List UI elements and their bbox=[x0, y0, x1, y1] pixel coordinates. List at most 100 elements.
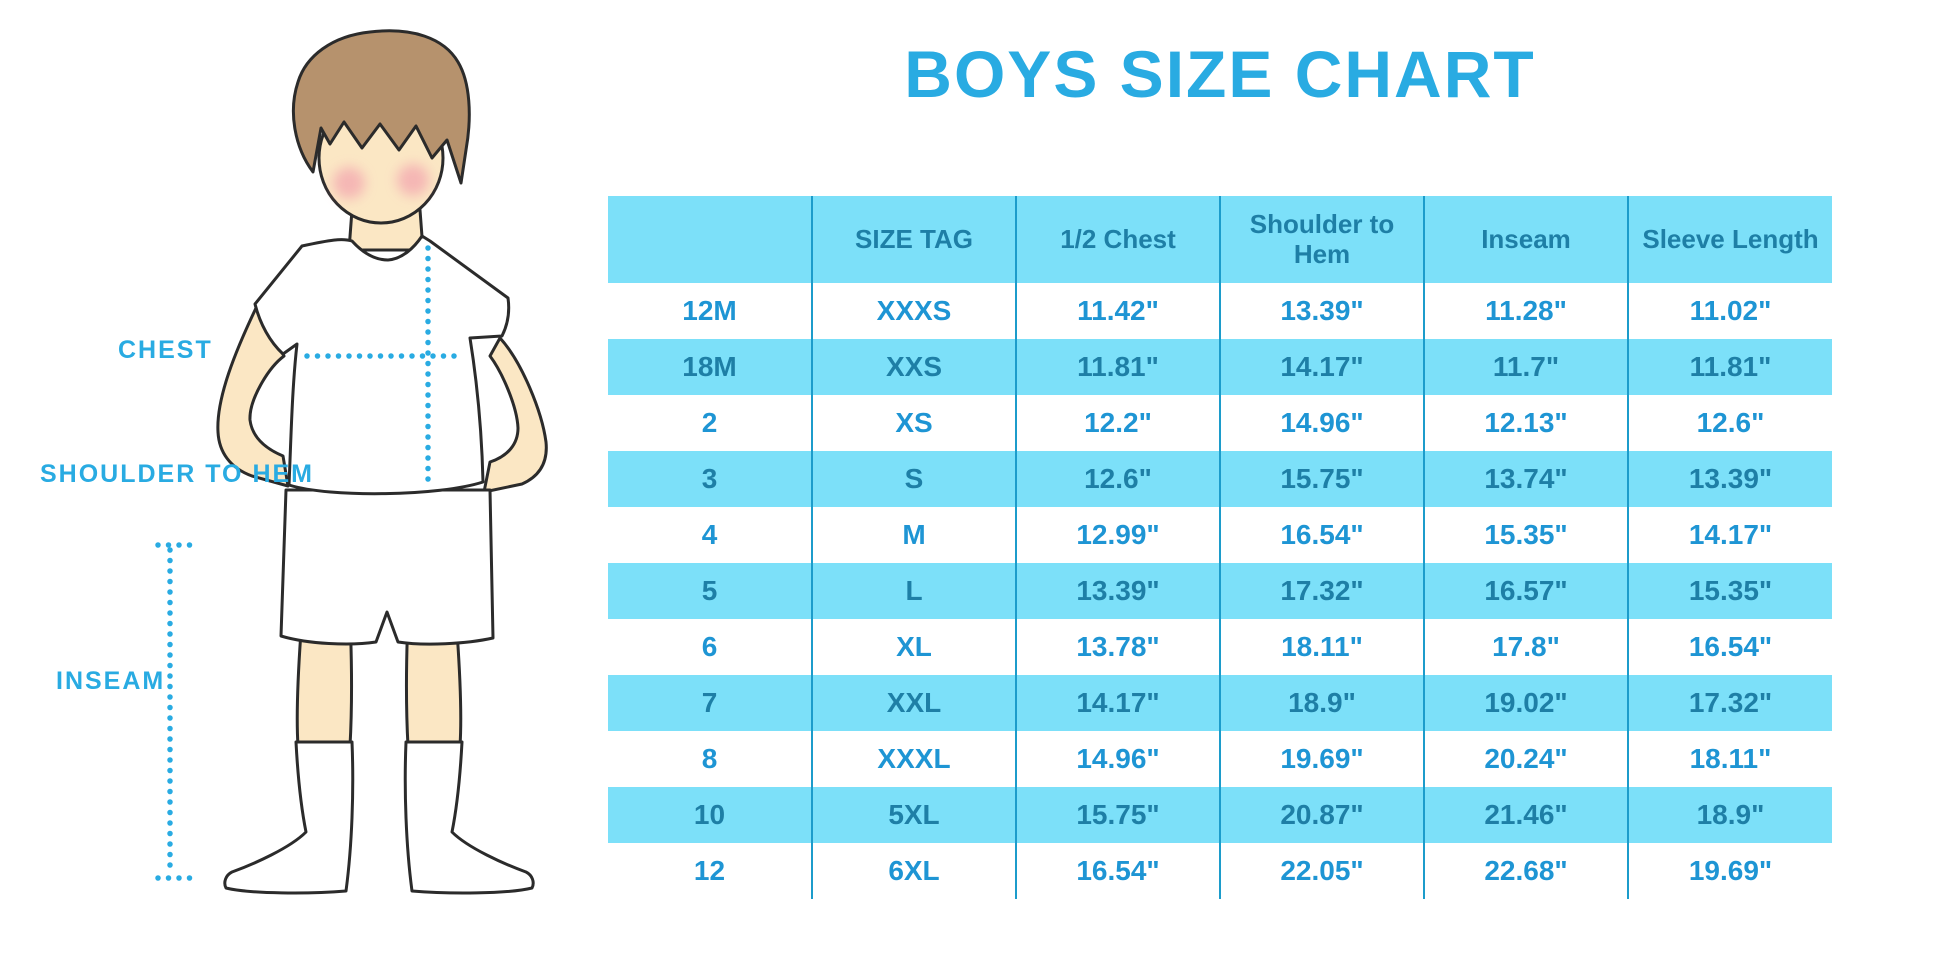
table-row: 8 XXXL 14.96" 19.69" 20.24" 18.11" bbox=[608, 731, 1832, 787]
table-cell: 17.32" bbox=[1627, 675, 1832, 731]
table-cell: 11.28" bbox=[1423, 283, 1628, 339]
table-cell: 19.69" bbox=[1627, 843, 1832, 899]
table-cell: S bbox=[811, 451, 1016, 507]
boy-illustration bbox=[155, 29, 548, 895]
table-cell: 6 bbox=[608, 619, 812, 675]
table-cell: 13.39" bbox=[1627, 451, 1832, 507]
table-cell: 12.13" bbox=[1423, 395, 1628, 451]
table-cell: 13.39" bbox=[1015, 563, 1220, 619]
table-cell: XXXL bbox=[811, 731, 1016, 787]
table-row: 6 XL 13.78" 18.11" 17.8" 16.54" bbox=[608, 619, 1832, 675]
table-row: 4 M 12.99" 16.54" 15.35" 14.17" bbox=[608, 507, 1832, 563]
table-cell: XS bbox=[811, 395, 1016, 451]
table-cell: 11.81" bbox=[1627, 339, 1832, 395]
table-cell: 12M bbox=[608, 283, 812, 339]
hair-shape bbox=[291, 29, 471, 185]
table-cell: 5 bbox=[608, 563, 812, 619]
table-cell: 14.17" bbox=[1627, 507, 1832, 563]
table-cell: 15.35" bbox=[1423, 507, 1628, 563]
table-cell: 19.69" bbox=[1219, 731, 1424, 787]
page-title: BOYS SIZE CHART bbox=[904, 37, 1536, 111]
table-cell: 18.9" bbox=[1219, 675, 1424, 731]
size-table: SIZE TAG 1/2 Chest Shoulder to Hem Insea… bbox=[608, 196, 1832, 899]
col-header-inseam: Inseam bbox=[1423, 196, 1628, 283]
table-cell: 18.11" bbox=[1219, 619, 1424, 675]
table-cell: 18M bbox=[608, 339, 812, 395]
table-cell: 14.17" bbox=[1015, 675, 1220, 731]
header-row: SIZE TAG 1/2 Chest Shoulder to Hem Insea… bbox=[608, 196, 1832, 283]
table-cell: 15.75" bbox=[1219, 451, 1424, 507]
table-cell: 12.2" bbox=[1015, 395, 1220, 451]
table-cell: 12.6" bbox=[1015, 451, 1220, 507]
table-row: 12 6XL 16.54" 22.05" 22.68" 19.69" bbox=[608, 843, 1832, 899]
measurement-dotted-lines bbox=[155, 245, 463, 881]
table-cell: 3 bbox=[608, 451, 812, 507]
table-cell: 14.96" bbox=[1015, 731, 1220, 787]
table-cell: 11.7" bbox=[1423, 339, 1628, 395]
right-sock-shape bbox=[403, 740, 535, 895]
table-cell: 4 bbox=[608, 507, 812, 563]
table-cell: 17.8" bbox=[1423, 619, 1628, 675]
table-cell: 6XL bbox=[811, 843, 1016, 899]
col-header-shoulder-to-hem: Shoulder to Hem bbox=[1219, 196, 1424, 283]
table-cell: 14.96" bbox=[1219, 395, 1424, 451]
table-cell: 22.05" bbox=[1219, 843, 1424, 899]
col-header-size-tag: SIZE TAG bbox=[811, 196, 1016, 283]
inseam-label: INSEAM bbox=[56, 667, 166, 695]
table-cell: XXS bbox=[811, 339, 1016, 395]
table-cell: 18.9" bbox=[1627, 787, 1832, 843]
shorts-shape bbox=[279, 488, 495, 646]
table-cell: 13.78" bbox=[1015, 619, 1220, 675]
shoulder-to-hem-label: SHOULDER TO HEM bbox=[40, 460, 314, 488]
table-cell: 13.74" bbox=[1423, 451, 1628, 507]
table-cell: 16.54" bbox=[1627, 619, 1832, 675]
table-cell: L bbox=[811, 563, 1016, 619]
table-cell: 8 bbox=[608, 731, 812, 787]
table-cell: 7 bbox=[608, 675, 812, 731]
col-header-half-chest: 1/2 Chest bbox=[1015, 196, 1220, 283]
table-row: 3 S 12.6" 15.75" 13.74" 13.39" bbox=[608, 451, 1832, 507]
left-sock-shape bbox=[223, 740, 355, 895]
table-cell: 14.17" bbox=[1219, 339, 1424, 395]
table-row: 18M XXS 11.81" 14.17" 11.7" 11.81" bbox=[608, 339, 1832, 395]
table-cell: 12 bbox=[608, 843, 812, 899]
table-row: 12M XXXS 11.42" 13.39" 11.28" 11.02" bbox=[608, 283, 1832, 339]
col-header-size bbox=[608, 196, 812, 283]
left-arm-shape bbox=[216, 306, 290, 488]
table-cell: 15.35" bbox=[1627, 563, 1832, 619]
right-arm-shape bbox=[482, 336, 548, 494]
col-header-sleeve-length: Sleeve Length bbox=[1627, 196, 1832, 283]
tshirt-shape bbox=[253, 234, 511, 496]
table-cell: 19.02" bbox=[1423, 675, 1628, 731]
table-cell: 18.11" bbox=[1627, 731, 1832, 787]
table-cell: 20.87" bbox=[1219, 787, 1424, 843]
table-row: 5 L 13.39" 17.32" 16.57" 15.35" bbox=[608, 563, 1832, 619]
table-cell: 22.68" bbox=[1423, 843, 1628, 899]
table-cell: 11.81" bbox=[1015, 339, 1220, 395]
table-row: 10 5XL 15.75" 20.87" 21.46" 18.9" bbox=[608, 787, 1832, 843]
table-cell: 11.42" bbox=[1015, 283, 1220, 339]
table-cell: 16.54" bbox=[1015, 843, 1220, 899]
table-cell: 10 bbox=[608, 787, 812, 843]
table-cell: 13.39" bbox=[1219, 283, 1424, 339]
table-cell: 2 bbox=[608, 395, 812, 451]
table-cell: 17.32" bbox=[1219, 563, 1424, 619]
table-cell: XL bbox=[811, 619, 1016, 675]
table-cell: XXXS bbox=[811, 283, 1016, 339]
chest-label: CHEST bbox=[118, 336, 213, 364]
table-cell: 12.99" bbox=[1015, 507, 1220, 563]
table-cell: 16.57" bbox=[1423, 563, 1628, 619]
table-cell: 11.02" bbox=[1627, 283, 1832, 339]
table-cell: XXL bbox=[811, 675, 1016, 731]
blush-left bbox=[333, 167, 365, 199]
table-cell: 21.46" bbox=[1423, 787, 1628, 843]
table-row: 2 XS 12.2" 14.96" 12.13" 12.6" bbox=[608, 395, 1832, 451]
table-cell: 12.6" bbox=[1627, 395, 1832, 451]
table-row: 7 XXL 14.17" 18.9" 19.02" 17.32" bbox=[608, 675, 1832, 731]
table-cell: 5XL bbox=[811, 787, 1016, 843]
table-cell: 16.54" bbox=[1219, 507, 1424, 563]
table-cell: M bbox=[811, 507, 1016, 563]
table-cell: 15.75" bbox=[1015, 787, 1220, 843]
table-cell: 20.24" bbox=[1423, 731, 1628, 787]
